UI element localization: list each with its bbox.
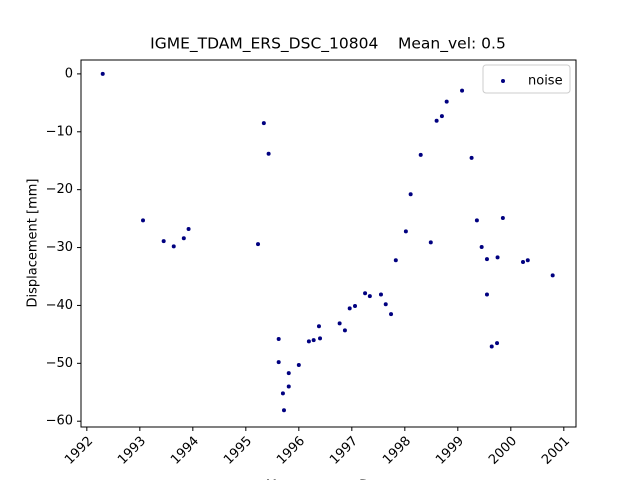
point	[469, 155, 474, 160]
point	[550, 273, 555, 278]
point	[281, 408, 286, 413]
point	[521, 260, 526, 265]
point	[337, 321, 342, 326]
point	[311, 338, 316, 343]
legend-marker	[501, 79, 505, 83]
point	[408, 192, 413, 197]
y-tick-label: −50	[46, 356, 73, 371]
point	[342, 328, 347, 333]
point	[363, 291, 368, 296]
point	[393, 258, 398, 263]
legend-label: noise	[528, 74, 563, 89]
point	[347, 306, 352, 311]
x-tick-label: 2000	[486, 434, 520, 468]
x-tick-label: 1992	[62, 434, 96, 468]
point	[495, 255, 500, 260]
point	[403, 229, 408, 234]
y-tick-label: −40	[46, 298, 73, 313]
point	[306, 339, 311, 344]
point	[484, 257, 489, 262]
point	[181, 236, 186, 241]
plot-frame	[80, 59, 577, 428]
point	[428, 240, 433, 245]
x-tick-label: 2001	[539, 434, 573, 468]
point	[352, 304, 357, 309]
point	[479, 244, 484, 249]
point	[171, 244, 176, 249]
point	[256, 242, 261, 247]
point	[378, 292, 383, 297]
y-tick-label: −60	[46, 414, 73, 429]
x-tick-label: 1999	[433, 434, 467, 468]
point	[434, 118, 439, 123]
point	[100, 71, 105, 76]
chart-title: IGME_TDAM_ERS_DSC_10804 Mean_vel: 0.5	[150, 35, 506, 54]
point	[418, 152, 423, 157]
x-tick-label: 1993	[115, 434, 149, 468]
point	[474, 218, 479, 223]
y-tick-label: −30	[46, 240, 73, 255]
y-tick-label: 0	[65, 66, 73, 81]
y-tick-label: −10	[46, 124, 73, 139]
point	[286, 371, 291, 376]
point	[383, 302, 388, 307]
point	[141, 218, 146, 223]
point	[186, 227, 191, 232]
point	[460, 88, 465, 93]
point	[525, 258, 530, 263]
point	[318, 336, 323, 341]
point	[316, 324, 321, 329]
x-tick-label: 1997	[327, 434, 361, 468]
point	[439, 114, 444, 119]
y-tick-label: −20	[46, 182, 73, 197]
point	[280, 391, 285, 396]
legend-box	[482, 64, 571, 94]
x-tick-label: 1994	[168, 434, 202, 468]
x-tick-label: 1998	[380, 434, 414, 468]
point	[286, 384, 291, 389]
point	[484, 292, 489, 297]
x-tick-label: 1995	[221, 434, 255, 468]
y-axis-label: Displacement [mm]	[26, 179, 41, 308]
point	[367, 294, 372, 299]
point	[489, 344, 494, 349]
point	[266, 151, 271, 156]
point	[389, 312, 394, 317]
point	[500, 216, 505, 221]
x-tick-label: 1996	[274, 434, 308, 468]
point	[276, 360, 281, 365]
point	[161, 239, 166, 244]
point	[444, 99, 449, 104]
x-axis-label: Measurement Date	[266, 479, 390, 480]
point	[276, 337, 281, 342]
point	[296, 363, 301, 368]
point	[261, 121, 266, 126]
point	[495, 341, 500, 346]
